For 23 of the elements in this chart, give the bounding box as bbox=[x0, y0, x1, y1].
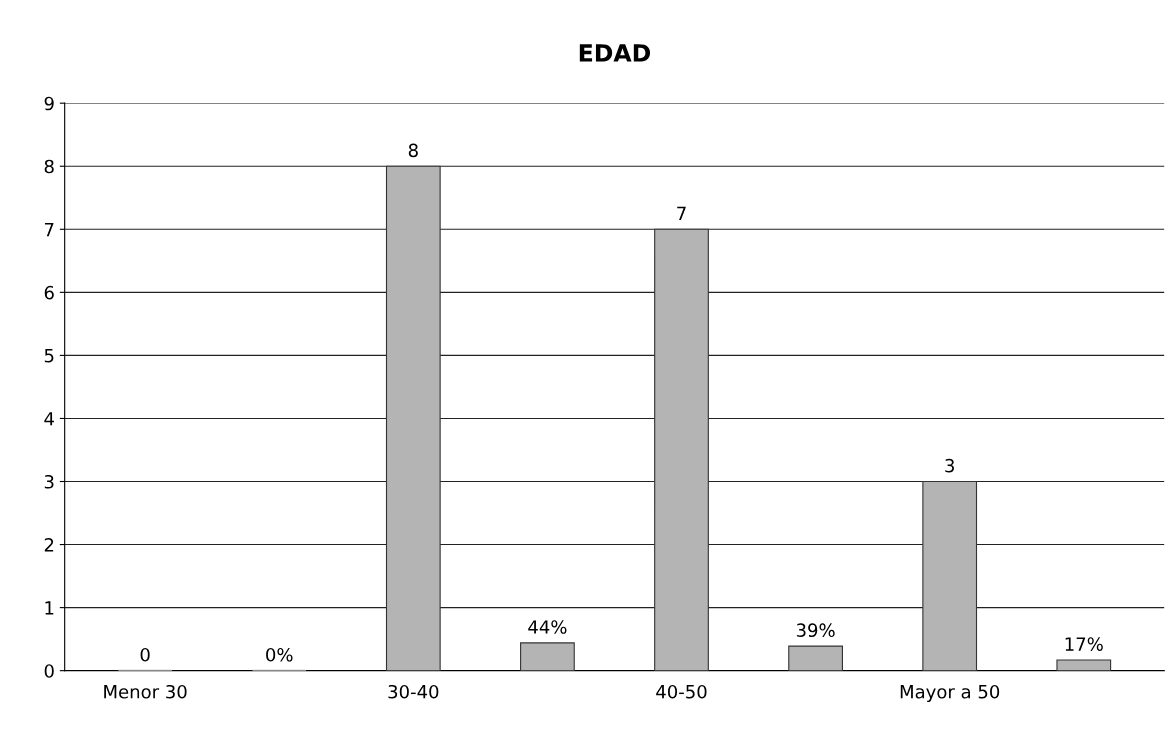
data-label: 17% bbox=[1065, 637, 1103, 651]
y-tick-label: 1 bbox=[45, 601, 54, 615]
x-tick-label: 30-40 bbox=[388, 684, 439, 699]
x-tick-label: Menor 30 bbox=[104, 684, 187, 699]
data-label: 39% bbox=[796, 623, 835, 638]
y-tick-label: 9 bbox=[44, 96, 54, 111]
data-label: 0% bbox=[266, 647, 293, 662]
chart-title: EDAD bbox=[579, 44, 651, 62]
x-tick-label: 40-50 bbox=[656, 684, 707, 699]
data-label: 0 bbox=[140, 647, 150, 662]
y-tick-label: 3 bbox=[44, 474, 54, 489]
y-tick-label: 2 bbox=[44, 538, 54, 552]
x-tick-label: Mayor a 50 bbox=[900, 684, 1000, 703]
data-label: 3 bbox=[945, 458, 954, 473]
y-tick-label: 5 bbox=[44, 349, 54, 363]
y-tick-label: 0 bbox=[44, 664, 54, 678]
y-tick-label: 8 bbox=[44, 159, 54, 174]
data-label: 8 bbox=[408, 143, 418, 158]
data-label: 7 bbox=[677, 206, 686, 220]
data-label: 44% bbox=[528, 620, 567, 634]
y-tick-label: 7 bbox=[44, 222, 54, 237]
y-tick-label: 4 bbox=[44, 412, 54, 426]
y-tick-label: 6 bbox=[44, 285, 54, 300]
